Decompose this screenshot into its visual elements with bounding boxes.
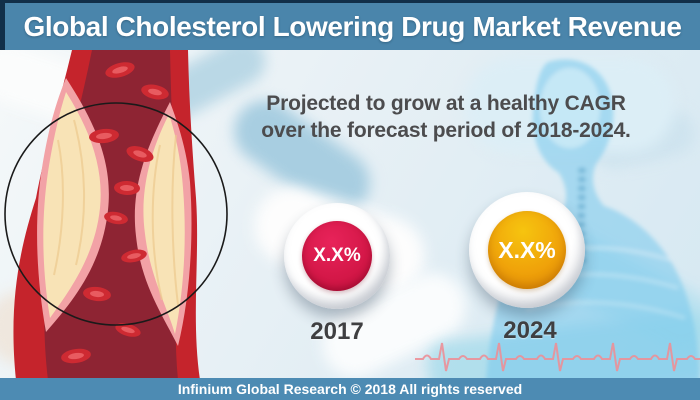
tagline-line2: over the forecast period of 2018-2024. (261, 119, 631, 142)
year-label-2017: 2017 (310, 318, 364, 345)
title-banner: Global Cholesterol Lowering Drug Market … (0, 0, 700, 50)
cagr-badge-2024: X.X% (469, 192, 585, 308)
tagline: Projected to grow at a healthy CAGR over… (248, 90, 644, 144)
year-label-2024: 2024 (503, 317, 557, 344)
cagr-value-2017: X.X% (313, 245, 361, 266)
tagline-line1: Projected to grow at a healthy CAGR (266, 92, 626, 115)
copyright-text: Infinium Global Research © 2018 All righ… (177, 381, 523, 397)
red-blood-cells (61, 62, 169, 364)
footer-bar: Infinium Global Research © 2018 All righ… (0, 378, 700, 400)
cagr-badge-2017-circle: X.X% (302, 221, 372, 291)
page-title: Global Cholesterol Lowering Drug Market … (23, 10, 682, 42)
cagr-badge-2017: X.X% (284, 203, 390, 309)
clogged-artery-icon (4, 50, 228, 380)
ecg-heartbeat-icon (415, 342, 700, 372)
cagr-badge-2024-circle: X.X% (488, 211, 566, 289)
cagr-value-2024: X.X% (498, 236, 556, 263)
human-body-xray-icon (485, 59, 700, 400)
magnifier-circle-icon (4, 102, 228, 326)
